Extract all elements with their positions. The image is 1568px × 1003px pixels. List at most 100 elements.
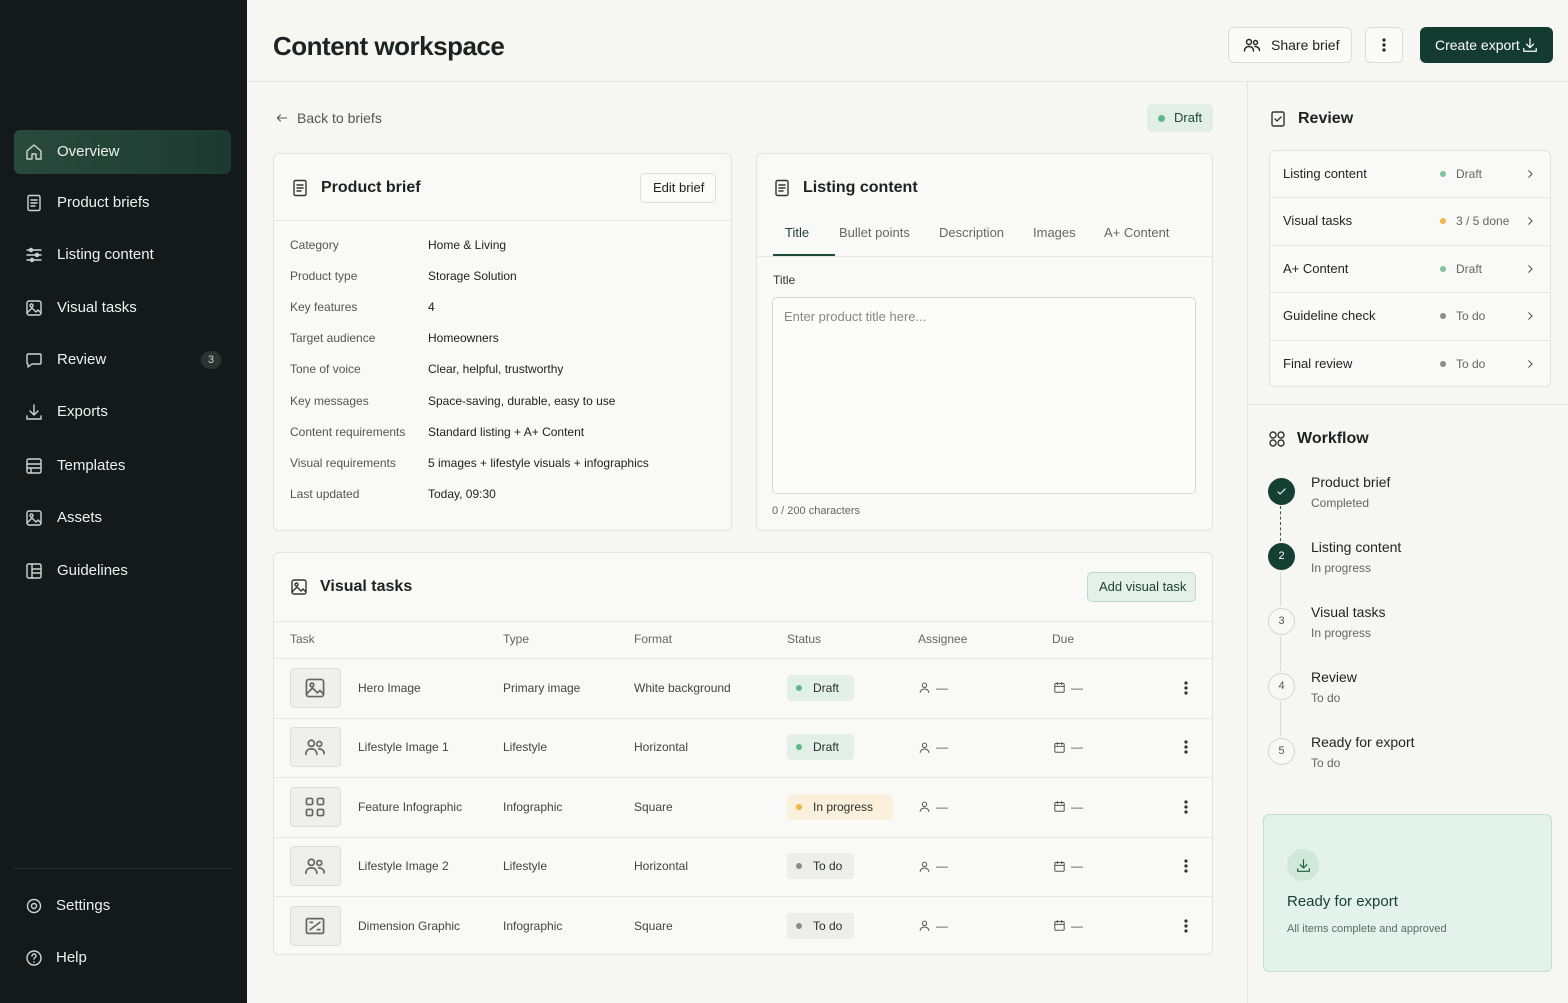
step-connector xyxy=(1280,571,1281,606)
assignee: — xyxy=(936,859,948,873)
row-divider xyxy=(274,717,1212,719)
brief-field: Category xyxy=(290,238,339,252)
assignee-icon xyxy=(919,920,929,932)
add-task-label: Add visual task xyxy=(1099,579,1187,594)
header-divider xyxy=(247,81,1568,82)
task-format: Square xyxy=(634,918,673,933)
brief-value: Home & Living xyxy=(428,238,507,252)
nav-icon xyxy=(26,353,42,368)
edit-label: Edit brief xyxy=(653,180,705,195)
check-icon xyxy=(1277,487,1286,495)
nav-item[interactable] xyxy=(14,338,231,382)
nav-icon xyxy=(26,247,42,263)
review-label: Guideline check xyxy=(1283,308,1376,324)
export-icon xyxy=(1296,858,1310,872)
task-format: Square xyxy=(634,799,673,814)
workflow-icon xyxy=(1269,431,1285,447)
nav-item[interactable] xyxy=(14,390,231,434)
back-link[interactable]: Back to briefs xyxy=(297,110,382,126)
brief-field: Key features xyxy=(290,300,358,315)
nav-item[interactable] xyxy=(14,936,231,980)
nav-icon xyxy=(26,458,42,474)
step-circle xyxy=(1268,543,1295,570)
step-status: To do xyxy=(1311,691,1341,705)
card xyxy=(273,153,732,531)
review-list xyxy=(1269,150,1551,387)
status-label: Draft xyxy=(813,740,840,754)
task-type: Infographic xyxy=(503,799,563,814)
task-name: Dimension Graphic xyxy=(358,918,461,933)
due: — xyxy=(1071,918,1083,933)
nav-label: Visual tasks xyxy=(57,299,137,316)
create-button[interactable] xyxy=(1420,27,1553,63)
nav-icon xyxy=(26,563,42,579)
more-icon xyxy=(1184,680,1188,695)
status-dot xyxy=(796,684,802,691)
review-label: Final review xyxy=(1283,355,1353,371)
tab[interactable]: Bullet points xyxy=(839,225,910,240)
column-header: Status xyxy=(787,632,822,646)
step-status: Completed xyxy=(1311,496,1370,510)
row-divider xyxy=(274,896,1212,897)
edit-button[interactable] xyxy=(640,173,716,203)
brief-field: Key messages xyxy=(290,393,369,408)
chevron-icon xyxy=(1528,312,1533,320)
brief-value: 5 images + lifestyle visuals + infograph… xyxy=(428,455,649,470)
chevron-icon xyxy=(1528,359,1533,368)
step-number: 5 xyxy=(1278,745,1285,757)
status-dot xyxy=(796,922,802,929)
table-divider xyxy=(274,621,1212,622)
row-divider xyxy=(274,777,1212,778)
brief-value: Clear, helpful, trustworthy xyxy=(428,362,564,377)
thumbnail-icon xyxy=(305,678,325,697)
nav-label: Templates xyxy=(57,457,126,474)
step-status: In progress xyxy=(1311,626,1372,640)
review-dot xyxy=(1440,265,1446,272)
assignee-icon xyxy=(919,742,929,753)
review-status: Draft xyxy=(1456,261,1483,276)
task-thumbnail xyxy=(290,667,341,708)
tab[interactable]: Title xyxy=(785,225,810,240)
chevron-icon xyxy=(1528,217,1533,226)
card-divider xyxy=(274,220,731,221)
more-button[interactable] xyxy=(1365,27,1403,63)
tab[interactable]: Description xyxy=(939,225,1005,240)
review-label: A+ Content xyxy=(1283,260,1349,276)
tab[interactable]: A+ Content xyxy=(1104,225,1170,240)
brief-field: Last updated xyxy=(290,486,360,501)
step-title: Listing content xyxy=(1311,539,1402,555)
title-input[interactable] xyxy=(772,297,1196,494)
step-status: In progress xyxy=(1311,561,1372,575)
step-connector xyxy=(1280,506,1281,541)
nav-item[interactable] xyxy=(14,130,231,174)
assignee: — xyxy=(936,680,948,695)
step-number: 4 xyxy=(1278,680,1285,692)
nav-item[interactable] xyxy=(14,496,231,540)
assignee: — xyxy=(936,918,948,933)
card xyxy=(273,552,1213,955)
status-label: To do xyxy=(813,918,843,933)
thumbnail-icon xyxy=(305,797,325,816)
thumbnail-icon xyxy=(304,858,326,875)
thumbnail-icon xyxy=(304,739,326,756)
status-dot xyxy=(1158,115,1165,122)
status-pill xyxy=(787,793,893,820)
due-icon xyxy=(1053,919,1065,931)
page-title: Content workspace xyxy=(273,31,505,61)
step-status: To do xyxy=(1311,756,1341,770)
task-thumbnail xyxy=(290,786,341,827)
nav-badge: 3 xyxy=(201,351,221,369)
brief-value: Standard listing + A+ Content xyxy=(428,424,585,439)
review-divider xyxy=(1270,244,1550,246)
nav-item[interactable] xyxy=(14,884,231,928)
step-title: Review xyxy=(1311,669,1357,685)
input-placeholder: Enter product title here... xyxy=(784,309,927,324)
export-card xyxy=(1263,814,1552,972)
nav-label: Settings xyxy=(56,897,111,914)
review-divider xyxy=(1270,292,1550,294)
field-label: Title xyxy=(773,273,796,287)
tab[interactable]: Images xyxy=(1033,225,1076,240)
brief-field: Target audience xyxy=(290,331,376,346)
add-task-button[interactable] xyxy=(1087,572,1196,602)
